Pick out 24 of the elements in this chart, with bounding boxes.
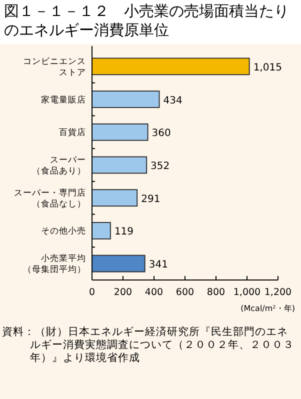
data-label: 341 xyxy=(148,260,168,271)
data-label: 352 xyxy=(150,161,170,172)
y-tick-label: 百貨店 xyxy=(59,127,86,138)
y-tick-label: スーパー（食品あり） xyxy=(32,156,86,176)
y-tick-label: コンビニエンスストア xyxy=(23,56,86,78)
x-tick-label: 0 xyxy=(88,287,96,298)
x-tick-label: 600 xyxy=(176,287,194,298)
x-tick-label: 1,200 xyxy=(264,287,292,298)
x-tick-label: 400 xyxy=(144,287,164,298)
text: 資料：（財）日本エネルギー経済研究所『民生部門のエネルギー消費実態調査について（２００２年、２００３年）』より環境省作成 xyxy=(2,326,295,365)
data-label: 360 xyxy=(152,128,171,140)
y-tick-label: 家電量販店 xyxy=(41,94,86,106)
chart-title: 図１－１－１２ 小売業の売場面積当たりのエネルギー消費原単位 xyxy=(4,2,290,40)
data-label: 119 xyxy=(114,226,134,238)
data-label: 291 xyxy=(141,194,160,205)
y-tick-label: スーパー・専門店（食品なし） xyxy=(14,187,86,210)
x-tick-label: 1,000 xyxy=(233,287,261,298)
y-tick-label: 小売業平均（母集団平均） xyxy=(23,253,86,276)
x-tick-label: 200 xyxy=(114,287,132,298)
data-label: 434 xyxy=(163,95,182,106)
x-tick-label: 800 xyxy=(206,287,226,298)
x-axis-title: (Mcal/m²・年) xyxy=(240,304,295,313)
y-tick-label: その他小売 xyxy=(41,226,86,237)
data-label: 1,015 xyxy=(253,62,282,74)
